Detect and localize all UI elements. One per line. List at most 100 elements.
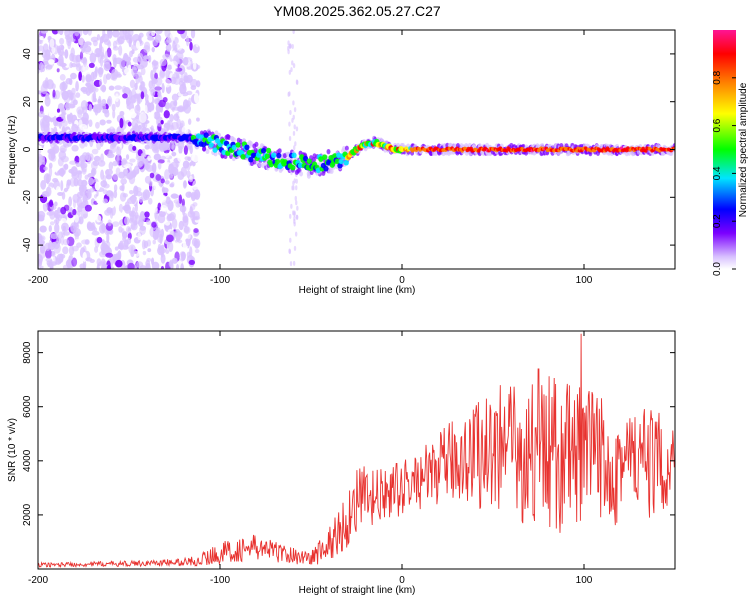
spectrogram-blob (102, 175, 107, 184)
spectrogram-blob (97, 98, 102, 104)
spectrogram-blob (193, 232, 199, 237)
spectrogram-blob (38, 148, 42, 155)
colorbar-tick-label: 0.4 (712, 166, 723, 180)
spectrogram-blob (93, 155, 101, 162)
spectrogram-blob (338, 158, 344, 165)
spectrogram-blob (182, 81, 186, 90)
spectrogram-blob (154, 211, 159, 222)
spectrogram-blob (70, 222, 77, 233)
spectrogram-blob (63, 204, 70, 211)
spectrogram-blob (282, 153, 287, 159)
spectrogram-blob (96, 236, 103, 244)
spectrogram-blob (190, 211, 196, 221)
spectrogram-blob (289, 261, 293, 267)
spectrogram-blob (292, 180, 295, 186)
spectrogram-blob (106, 119, 112, 124)
spectrogram-blob (157, 243, 162, 251)
spectrogram-blob (101, 84, 107, 93)
spectrogram-blob (118, 45, 123, 56)
spectrogram-blob (49, 265, 54, 269)
spectrogram-blob (42, 61, 50, 69)
spectrogram-blob (148, 54, 152, 63)
spectrogram-blob (162, 53, 171, 60)
spectrogram-blob (140, 91, 145, 100)
spectrogram-blob (193, 228, 199, 234)
spectrogram-blob (38, 111, 45, 118)
spectrogram-blob (145, 219, 151, 225)
spectrogram-blob (52, 89, 56, 98)
spectrogram-blob (88, 62, 95, 68)
spectrogram-blob (334, 158, 340, 165)
spectrogram-blob (292, 260, 296, 266)
spectrogram-blob (180, 263, 185, 269)
spectrogram-blob (61, 191, 66, 200)
spectrogram-blob (151, 162, 157, 174)
spectrogram-blob (112, 30, 120, 38)
spectrogram-blob (91, 148, 99, 155)
spectrogram-blob (295, 200, 298, 206)
spectrogram-blob (102, 189, 108, 195)
spectrogram-ylabel: Frequency (Hz) (7, 116, 18, 185)
x-tick-label: -200 (28, 575, 48, 586)
spectrogram-blob (141, 191, 148, 202)
spectrogram-blob (38, 153, 43, 162)
spectrogram-blob (292, 30, 295, 35)
spectrogram-blob (165, 234, 174, 243)
spectrogram-blob (112, 109, 116, 119)
spectrogram-blob (118, 240, 125, 251)
spectrogram-blob (171, 218, 178, 230)
spectrogram-blob (44, 77, 49, 87)
spectrogram-blob (157, 90, 162, 98)
spectrogram-blob (170, 76, 177, 85)
spectrogram-blob (76, 242, 82, 248)
spectrogram-blob (51, 30, 59, 35)
spectrogram-blob (76, 179, 84, 187)
spectrogram-blob (101, 33, 110, 43)
spectrogram-blob (134, 211, 139, 220)
spectrogram-blob (126, 225, 131, 235)
spectrogram-blob (106, 47, 112, 58)
spectrogram-blob (293, 221, 296, 227)
spectrogram-blob (82, 64, 88, 73)
spectrogram-blob (127, 30, 134, 37)
spectrogram-blob (152, 59, 157, 70)
spectrogram-blob (271, 152, 277, 159)
spectrogram-blob (88, 104, 93, 112)
spectrogram-blob (173, 101, 177, 106)
spectrogram-blob (177, 30, 185, 35)
spectrogram-blob (99, 56, 104, 67)
spectrogram-blob (103, 240, 111, 249)
spectrogram-blob (113, 184, 118, 192)
spectrogram-blob (111, 81, 116, 86)
spectrogram-blob (199, 130, 204, 136)
spectrogram-blob (38, 258, 43, 267)
spectrogram-blob (164, 180, 170, 185)
spectrogram-blob (184, 264, 190, 269)
spectrogram-blob (293, 215, 296, 221)
spectrogram-blob (128, 190, 134, 195)
spectrogram-blob (74, 214, 79, 223)
y-tick-label: 6000 (22, 395, 33, 418)
spectrogram-blob (121, 159, 127, 166)
spectrogram-blob (252, 159, 257, 165)
spectrogram-blob (90, 71, 95, 82)
spectrogram-blob (152, 239, 157, 245)
spectrogram-blob (49, 221, 55, 226)
spectrogram-blob (293, 210, 296, 216)
spectrogram-blob (78, 71, 83, 82)
spectrogram-blob (146, 31, 153, 38)
spectrogram-blob (183, 145, 188, 155)
spectrogram-blob (42, 201, 48, 212)
spectrogram-blob (295, 185, 298, 191)
spectrogram-blob (49, 38, 55, 48)
spectrogram-blob (99, 41, 103, 53)
spectrogram-blob (194, 240, 200, 249)
spectrogram-blob (203, 132, 209, 138)
spectrogram-blob (39, 225, 47, 233)
spectrogram-blob (144, 104, 148, 114)
spectrogram-blob (60, 155, 69, 163)
colorbar-tick-label: 0.0 (712, 262, 723, 276)
spectrogram-blob (106, 128, 113, 133)
spectrogram-blob (105, 168, 113, 176)
spectrogram-blob (60, 235, 65, 246)
